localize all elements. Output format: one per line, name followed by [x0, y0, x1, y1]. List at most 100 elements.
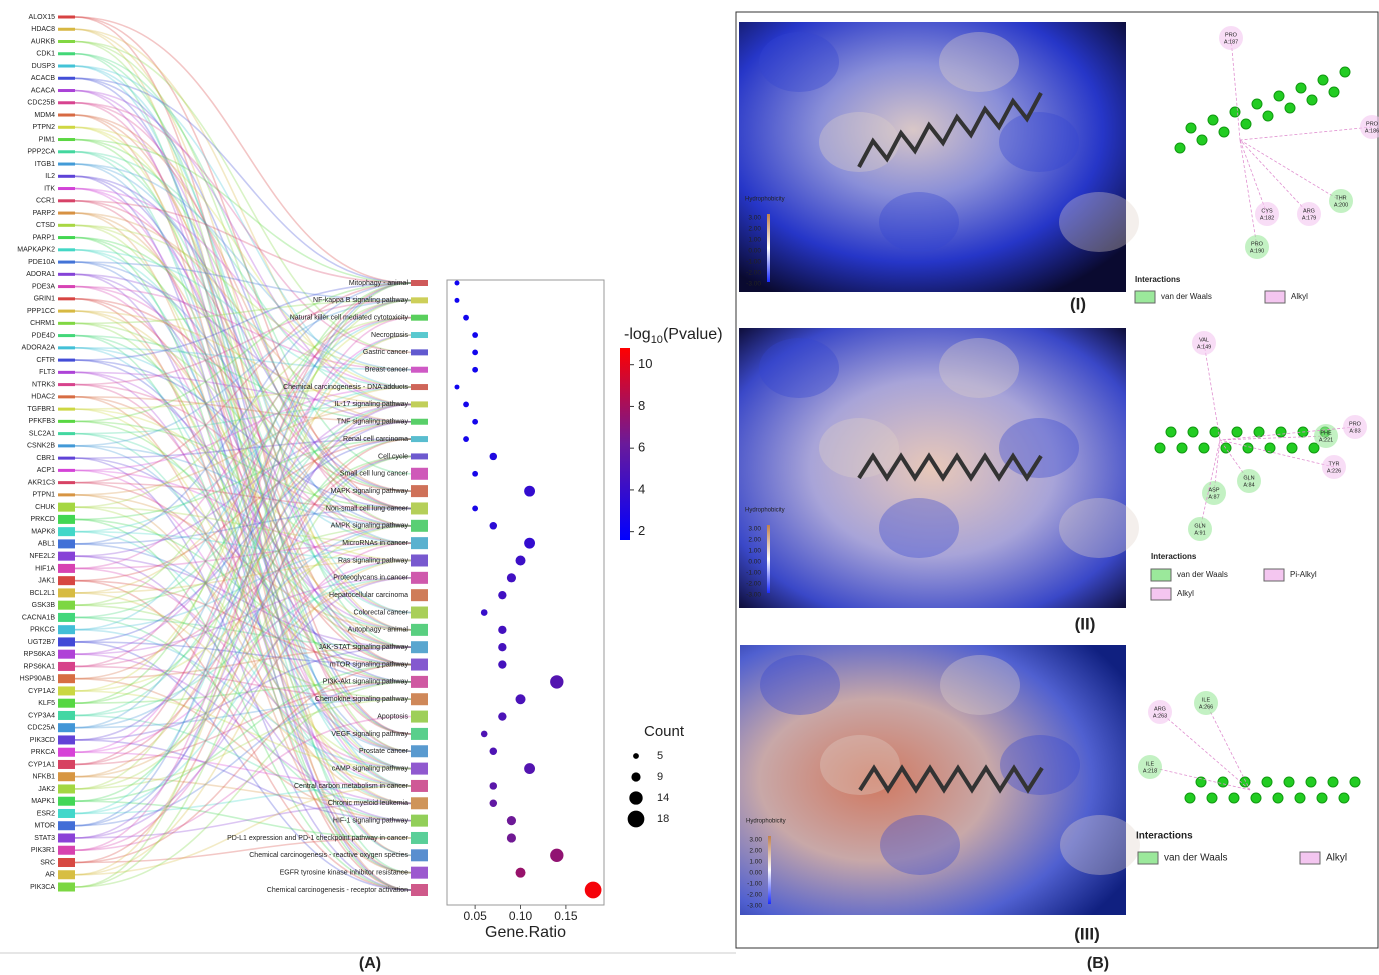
gene-label: SLC2A1 — [29, 430, 55, 437]
gene-label: GRIN1 — [34, 296, 56, 303]
gene-label: JAK2 — [38, 786, 55, 793]
hydro-tick-label: -2.00 — [747, 892, 762, 899]
atom — [1309, 443, 1319, 453]
colorbar-title-part: 10 — [651, 334, 663, 346]
x-axis-title: Gene.Ratio — [485, 924, 566, 941]
gene-label: PPP1CC — [27, 308, 55, 315]
gene-label: PIK3CA — [30, 884, 55, 891]
gene-node — [58, 175, 75, 178]
atom — [1199, 443, 1209, 453]
pathway-node — [411, 572, 428, 584]
hydro-tick-label: -2.00 — [746, 270, 761, 277]
pathway-label: Cell cycle — [378, 453, 408, 460]
gene-label: CYP1A2 — [28, 688, 55, 695]
atom — [1285, 103, 1295, 113]
legend-swatch — [1151, 569, 1171, 581]
gene-label: CDC25A — [27, 725, 55, 732]
interactions-title: Interactions — [1136, 831, 1193, 842]
residue-name: TYR — [1329, 461, 1340, 467]
dot — [472, 367, 478, 373]
legend-label: Pi-Alkyl — [1290, 570, 1317, 579]
x-tick-label: 0.05 — [463, 909, 487, 923]
interaction-line — [1204, 343, 1220, 440]
gene-node — [58, 187, 75, 190]
gene-node — [58, 821, 75, 830]
surface-patch — [939, 32, 1019, 92]
atom — [1186, 123, 1196, 133]
residue-name: PRO — [1251, 241, 1264, 247]
gene-node — [58, 285, 75, 288]
gene-label: PFKFB3 — [29, 418, 56, 425]
gene-node — [58, 236, 75, 239]
dot — [550, 849, 563, 862]
gene-node — [58, 674, 75, 683]
pathway-node — [411, 607, 428, 619]
gene-label: UGT2B7 — [28, 639, 55, 646]
atom — [1177, 443, 1187, 453]
pathway-node — [411, 349, 428, 355]
sankey-links — [75, 17, 411, 890]
gene-label: ALOX15 — [29, 14, 56, 21]
gene-label: CYP3A4 — [28, 712, 55, 719]
residue-chain: A:187 — [1224, 39, 1238, 45]
pathway-node — [411, 693, 428, 705]
dot — [524, 538, 535, 549]
hydro-tick-label: 1.00 — [748, 237, 761, 244]
hydro-tick-label: -1.00 — [747, 881, 762, 888]
residue-name: CYS — [1261, 208, 1273, 214]
hydro-tick-label: 3.00 — [748, 215, 761, 222]
pathway-label: Central carbon metabolism in cancer — [294, 783, 409, 790]
gene-label: ACACB — [31, 75, 55, 82]
x-tick-label: 0.15 — [554, 909, 578, 923]
atom — [1155, 443, 1165, 453]
atom — [1273, 793, 1283, 803]
pathway-node — [411, 728, 428, 740]
residue-chain: A:149 — [1197, 344, 1211, 350]
colorbar-title-part: (Pvalue) — [663, 326, 723, 343]
surface-patch — [1060, 815, 1140, 875]
pathway-label: Chemical carcinogenesis - DNA adducts — [283, 384, 408, 391]
interaction-line — [1240, 127, 1372, 140]
pathway-node — [411, 468, 428, 480]
dot — [490, 748, 497, 755]
residue-chain: A:266 — [1199, 704, 1213, 710]
interaction-line — [1206, 703, 1250, 790]
residue-chain: A:226 — [1327, 468, 1341, 474]
atom — [1197, 135, 1207, 145]
gene-node — [58, 273, 75, 276]
gene-label: PDE4D — [32, 332, 55, 339]
surface-patch — [760, 655, 840, 715]
pathway-label: TNF signaling pathway — [337, 419, 409, 426]
gene-label: NTRK3 — [32, 381, 55, 388]
pathway-label: Necroptosis — [371, 332, 408, 339]
gene-label: MAPKAPK2 — [17, 247, 55, 254]
hydro-bar — [767, 525, 770, 593]
atom — [1328, 777, 1338, 787]
residue-name: ILE — [1202, 697, 1211, 703]
atom — [1252, 99, 1262, 109]
atom — [1219, 127, 1229, 137]
atom — [1317, 793, 1327, 803]
legend-swatch — [1300, 852, 1320, 864]
hydro-tick-label: 3.00 — [748, 526, 761, 533]
pathway-label: Mitophagy - animal — [349, 280, 409, 287]
gene-node — [58, 138, 75, 141]
figure: (A) (B) ALOX15HDAC8AURKBCDK1DUSP3ACACBAC… — [0, 0, 1379, 975]
surface-patch — [1000, 735, 1080, 795]
gene-label: CHUK — [35, 504, 55, 511]
atom — [1262, 777, 1272, 787]
dot — [524, 763, 535, 774]
gene-node — [58, 420, 75, 423]
gene-node — [58, 503, 75, 512]
gene-node — [58, 539, 75, 548]
gene-label: PTPN2 — [32, 124, 55, 131]
gene-label: CFTR — [36, 357, 55, 364]
pathway-node — [411, 485, 428, 497]
gene-node — [58, 662, 75, 671]
dot — [472, 419, 478, 425]
pathway-label: Small cell lung cancer — [340, 471, 409, 478]
gene-node — [58, 723, 75, 732]
size-legend-dot — [629, 791, 642, 804]
gene-node — [58, 126, 75, 129]
gene-node — [58, 760, 75, 769]
